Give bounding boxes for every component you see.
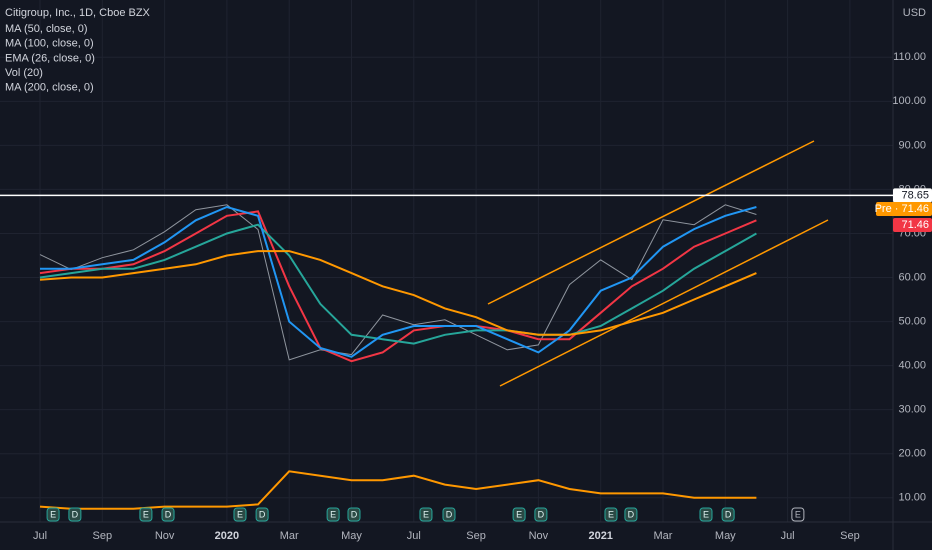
x-tick-label: 2021 [588,530,612,542]
price-tag [893,188,932,203]
event-marker [442,507,456,522]
currency-label: USD [903,7,926,19]
legend-entry: MA (100, close, 0) [5,38,94,50]
x-tick-label: Sep [93,530,113,542]
x-tick-label: Jul [407,530,421,542]
y-tick-label: 60.00 [898,271,926,283]
event-label: E [237,509,243,519]
indicator-line [39,470,757,510]
y-tick-label: 90.00 [898,139,926,151]
event-label: E [50,509,56,519]
event-label: D [72,509,79,519]
event-marker [604,507,618,522]
y-tick-label: 30.00 [898,404,926,416]
x-tick-label: Mar [654,530,673,542]
event-label: D [351,509,358,519]
event-marker [347,507,361,522]
event-marker [721,507,735,522]
y-tick-label: 100.00 [892,95,926,107]
price-tag-label: Pre · 71.46 [875,203,929,215]
y-tick-label: 20.00 [898,448,926,460]
event-label: E [703,509,709,519]
event-marker [255,507,269,522]
price-line [39,204,757,361]
event-marker [534,507,548,522]
event-marker [512,507,526,522]
x-tick-label: Nov [155,530,175,542]
y-tick-label: 110.00 [893,51,926,63]
event-marker [68,507,82,522]
event-label: E [330,509,336,519]
event-marker [161,507,175,522]
indicator-line [39,223,757,345]
event-label: D [725,509,732,519]
legend-entry: MA (200, close, 0) [5,82,94,94]
x-tick-label: Sep [466,530,486,542]
event-marker [46,507,60,522]
y-tick-label: 50.00 [898,315,926,327]
legend-entry: Vol (20) [5,67,43,79]
event-marker [326,507,340,522]
event-marker [419,507,433,522]
event-label: E [608,509,614,519]
x-tick-label: Sep [840,530,860,542]
legend-entry: MA (50, close, 0) [5,23,88,35]
price-tag [876,202,932,217]
price-tag-label: 78.65 [901,189,929,201]
event-marker [699,507,713,522]
indicator-line [40,205,757,358]
y-tick-label: 10.00 [898,492,926,504]
x-tick-label: Mar [280,530,299,542]
channel-bottom [499,219,829,387]
x-tick-label: Jul [781,530,795,542]
event-label: D [259,509,266,519]
legend-entry: EMA (26, close, 0) [5,52,95,64]
event-label: E [516,509,522,519]
price-tag [893,218,932,233]
x-tick-label: Nov [529,530,549,542]
channel-top [487,140,815,305]
event-label: D [628,509,635,519]
y-tick-label: 40.00 [898,360,926,372]
event-label: D [538,509,545,519]
x-tick-label: Jul [33,530,47,542]
event-marker [791,507,805,522]
event-label: D [446,509,453,519]
indicator-line [39,250,757,336]
x-tick-label: May [715,530,736,542]
event-label: E [795,509,801,519]
x-tick-label: May [341,530,362,542]
event-marker [139,507,153,522]
event-label: E [423,509,429,519]
event-label: E [143,509,149,519]
x-tick-label: 2020 [215,530,239,542]
event-marker [624,507,638,522]
event-marker [233,507,247,522]
price-tag-label: 71.46 [901,219,929,231]
event-label: D [165,509,172,519]
chart-title: Citigroup, Inc., 1D, Cboe BZX [5,7,151,19]
